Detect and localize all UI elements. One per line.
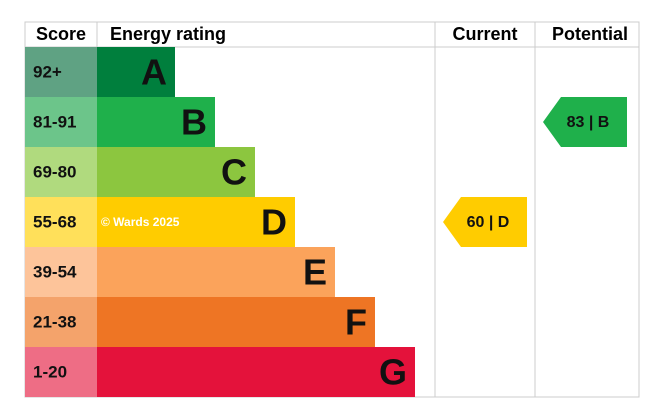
rating-bar (97, 297, 375, 347)
rating-letter: A (141, 52, 167, 93)
score-label: 55-68 (33, 212, 76, 231)
rating-letter: G (379, 352, 407, 393)
rating-arrow-label: 60 | D (467, 214, 510, 231)
rating-letter: D (261, 202, 287, 243)
rating-bar (97, 147, 255, 197)
score-cell (25, 347, 97, 397)
score-cell (25, 47, 97, 97)
score-label: 92+ (33, 62, 62, 81)
rating-bar (97, 197, 295, 247)
score-cell (25, 147, 97, 197)
header: Current (452, 24, 517, 44)
score-label: 81-91 (33, 112, 76, 131)
score-label: 21-38 (33, 312, 76, 331)
rating-arrow (543, 97, 627, 147)
score-cell (25, 97, 97, 147)
rating-bar (97, 47, 175, 97)
score-label: 69-80 (33, 162, 76, 181)
watermark: © Wards 2025 (101, 215, 180, 229)
score-cell (25, 247, 97, 297)
score-label: 39-54 (33, 262, 77, 281)
rating-letter: E (303, 252, 327, 293)
rating-bar (97, 347, 415, 397)
score-label: 1-20 (33, 362, 67, 381)
header: Energy rating (110, 24, 226, 44)
rating-letter: F (345, 302, 367, 343)
rating-arrow (443, 197, 527, 247)
header: Score (36, 24, 86, 44)
score-cell (25, 297, 97, 347)
rating-letter: B (181, 102, 207, 143)
header: Potential (552, 24, 628, 44)
rating-arrow-label: 83 | B (567, 114, 610, 131)
score-cell (25, 197, 97, 247)
rating-letter: C (221, 152, 247, 193)
rating-bar (97, 97, 215, 147)
rating-bar (97, 247, 335, 297)
